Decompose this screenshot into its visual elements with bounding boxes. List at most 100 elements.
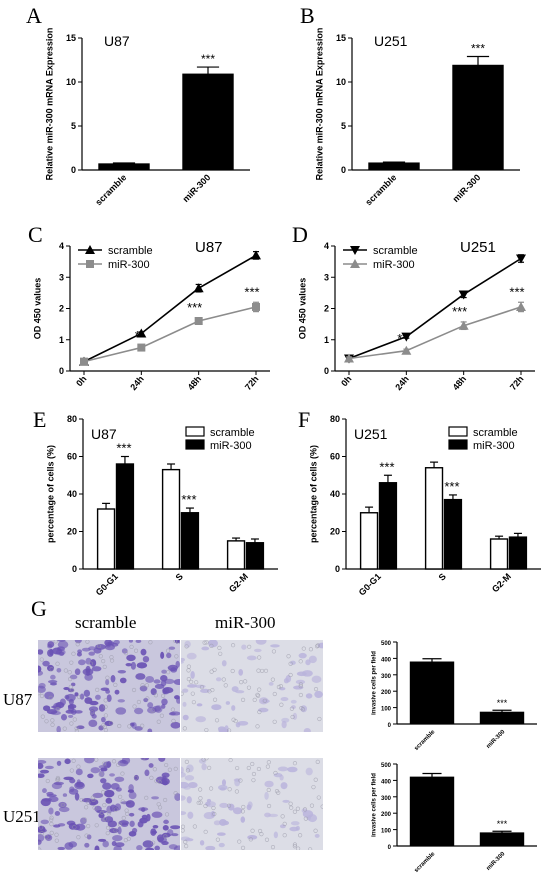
- stained-cell: [74, 792, 80, 801]
- x-tick-label: miR-300: [451, 172, 483, 204]
- stained-cell: [168, 844, 178, 850]
- membrane-pore: [280, 814, 285, 819]
- panel-label-f: F: [298, 407, 311, 432]
- membrane-pore: [250, 761, 255, 767]
- membrane-pore: [165, 670, 171, 675]
- membrane-pore: [298, 659, 303, 664]
- y-axis-label: invasive cells per field: [371, 773, 377, 837]
- stained-cell: [257, 707, 269, 713]
- membrane-pore: [133, 648, 139, 653]
- stained-cell: [147, 702, 154, 709]
- data-point: [350, 246, 360, 255]
- chart-title: U251: [460, 239, 496, 256]
- membrane-pore: [50, 722, 55, 727]
- stained-cell: [85, 657, 92, 665]
- membrane-pore: [60, 802, 66, 808]
- membrane-pore: [144, 683, 149, 688]
- data-point: [80, 357, 88, 366]
- stained-cell: [144, 769, 150, 777]
- y-axis-label: percentage of cells (%): [309, 445, 319, 543]
- stained-cell: [83, 689, 91, 698]
- membrane-pore: [105, 675, 110, 680]
- y-tick-label: 300: [381, 796, 392, 802]
- row-label-u87: U87: [3, 690, 33, 709]
- stained-cell: [161, 698, 168, 706]
- stained-cell: [195, 716, 206, 723]
- bar: [452, 64, 504, 171]
- membrane-pore: [240, 845, 246, 850]
- significance-mark: ***: [379, 459, 394, 474]
- stained-cell: [282, 799, 290, 803]
- data-point: [458, 290, 469, 300]
- bar: [98, 163, 150, 171]
- micrograph-u251-mir300: [181, 758, 323, 850]
- stained-cell: [164, 678, 175, 684]
- y-tick-label: 400: [381, 779, 392, 785]
- y-tick-label: 4: [59, 241, 64, 251]
- membrane-pore: [266, 787, 271, 793]
- y-axis-label: Relative miR-300 mRNA Expression: [315, 28, 325, 181]
- stained-cell: [201, 646, 210, 651]
- membrane-pore: [251, 778, 256, 783]
- membrane-pore: [184, 759, 189, 764]
- membrane-pore: [153, 693, 159, 698]
- stained-cell: [169, 711, 180, 716]
- y-tick-label: 3: [59, 272, 64, 282]
- membrane-pore: [54, 832, 59, 837]
- chart-a: 0 5 10 15 Relative miR-300 mRNA Expression U8…: [45, 28, 250, 207]
- membrane-pore: [252, 697, 257, 702]
- stained-cell: [217, 784, 228, 791]
- stained-cell: [163, 819, 169, 825]
- membrane-pore: [159, 713, 164, 718]
- membrane-pore: [152, 767, 157, 772]
- membrane-pore: [77, 694, 82, 700]
- stained-cell: [171, 833, 179, 837]
- stained-cell: [300, 705, 308, 713]
- significance-mark: ***: [201, 52, 215, 66]
- stained-cell: [76, 725, 85, 730]
- x-tick-label: miR-300: [486, 729, 507, 750]
- stained-cell: [221, 779, 227, 787]
- stained-cell: [253, 648, 262, 653]
- stained-cell: [151, 796, 159, 800]
- stained-cell: [57, 640, 66, 642]
- y-tick-label: 20: [67, 527, 77, 537]
- stained-cell: [67, 703, 77, 709]
- membrane-pore: [108, 721, 114, 726]
- stained-cell: [104, 816, 114, 823]
- stained-cell: [227, 803, 235, 811]
- stained-cell: [279, 824, 286, 829]
- y-tick-label: 100: [381, 707, 392, 713]
- stained-cell: [44, 765, 54, 770]
- membrane-pore: [215, 837, 220, 842]
- stained-cell: [39, 769, 50, 774]
- y-tick-label: 3: [324, 272, 329, 282]
- stained-cell: [95, 694, 101, 700]
- data-point: [458, 320, 469, 330]
- stained-cell: [211, 704, 222, 711]
- chart-g-u251: 0 100 200 300 400 500 invasive cells per field…: [371, 763, 537, 874]
- significance-mark: ***: [452, 304, 467, 319]
- membrane-pore: [207, 765, 212, 770]
- stained-cell: [84, 758, 95, 764]
- stained-cell: [120, 801, 131, 805]
- membrane-pore: [228, 758, 233, 763]
- membrane-pore: [298, 682, 303, 687]
- membrane-pore: [154, 779, 159, 784]
- stained-cell: [125, 662, 133, 667]
- bar: [479, 832, 525, 847]
- stained-cell: [63, 686, 70, 691]
- membrane-pore: [99, 810, 104, 815]
- membrane-pore: [101, 659, 106, 664]
- stained-cell: [154, 683, 165, 690]
- stained-cell: [75, 781, 84, 788]
- membrane-pore: [308, 647, 314, 652]
- membrane-pore: [67, 677, 73, 682]
- stained-cell: [90, 659, 97, 667]
- membrane-pore: [163, 797, 168, 803]
- stained-cell: [46, 709, 58, 715]
- stained-cell: [216, 832, 226, 836]
- stained-cell: [140, 648, 147, 656]
- membrane-pore: [255, 724, 260, 729]
- legend-label: scramble: [473, 427, 518, 439]
